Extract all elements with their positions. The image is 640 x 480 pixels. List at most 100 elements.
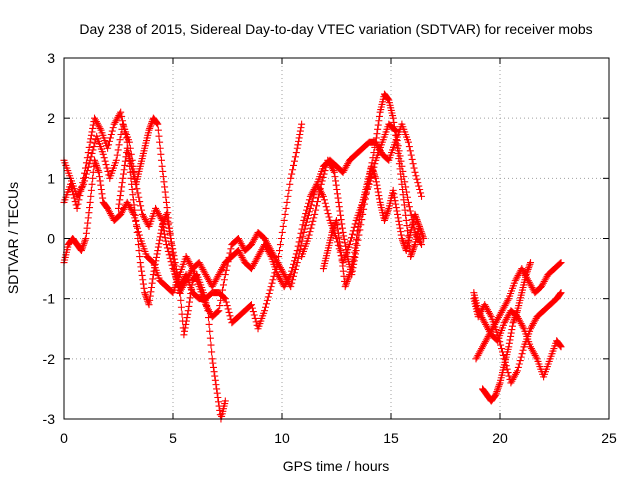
data-point <box>298 120 306 128</box>
data-point <box>355 219 363 227</box>
data-point <box>332 181 340 189</box>
data-point <box>208 355 216 363</box>
y-axis-label: SDTVAR / TECUs <box>5 182 21 294</box>
data-point <box>389 186 397 194</box>
data-point <box>138 267 146 275</box>
data-point <box>74 200 82 208</box>
data-point <box>402 211 410 219</box>
data-point <box>81 164 89 172</box>
data-point <box>380 216 388 224</box>
data-point <box>81 236 89 244</box>
data-point <box>131 214 139 222</box>
data-point <box>342 279 350 287</box>
data-point <box>177 303 185 311</box>
data-point <box>133 221 141 229</box>
data-point <box>391 197 399 205</box>
data-point <box>81 238 89 246</box>
data-point <box>410 164 418 172</box>
data-point <box>77 247 85 255</box>
data-point <box>171 265 179 273</box>
data-point <box>219 286 227 294</box>
data-point <box>498 345 506 353</box>
data-point <box>334 194 342 202</box>
data-point <box>343 277 351 285</box>
data-point <box>384 206 392 214</box>
data-point <box>147 288 155 296</box>
data-point <box>318 191 326 199</box>
data-point <box>399 186 407 194</box>
data-point <box>209 363 217 371</box>
data-point <box>89 174 97 182</box>
data-point <box>164 214 172 222</box>
data-point <box>129 196 137 204</box>
data-point <box>407 151 415 159</box>
data-point <box>146 123 154 131</box>
data-point <box>305 196 313 204</box>
data-point <box>146 292 154 300</box>
data-point <box>341 283 349 291</box>
data-point <box>419 233 427 241</box>
data-point <box>314 198 322 206</box>
x-axis-label: GPS time / hours <box>283 458 390 474</box>
data-point <box>375 117 383 125</box>
data-point <box>227 245 235 253</box>
data-point <box>92 161 100 169</box>
data-point <box>95 168 103 176</box>
data-point <box>316 185 324 193</box>
data-point <box>290 257 298 265</box>
data-point <box>153 119 161 127</box>
data-point <box>134 189 142 197</box>
data-point <box>168 245 176 253</box>
data-point <box>217 296 225 304</box>
data-point <box>337 216 345 224</box>
data-point <box>285 186 293 194</box>
data-point <box>279 222 287 230</box>
data-point <box>293 247 301 255</box>
data-point <box>156 138 164 146</box>
data-point <box>101 157 109 165</box>
data-point <box>333 190 341 198</box>
data-point <box>336 238 344 246</box>
data-point <box>84 214 92 222</box>
data-point <box>276 241 284 249</box>
data-point <box>87 135 95 143</box>
data-point <box>165 219 173 227</box>
data-point <box>139 280 147 288</box>
data-point <box>356 212 364 220</box>
data-point <box>214 308 222 316</box>
series-track-4 <box>115 114 426 297</box>
data-point <box>149 275 157 283</box>
data-point <box>343 249 351 257</box>
data-point <box>107 130 115 138</box>
data-point <box>156 144 164 152</box>
data-point <box>295 134 303 142</box>
data-point <box>356 216 364 224</box>
data-point <box>106 134 114 142</box>
series-track-3 <box>60 120 426 321</box>
data-point <box>413 216 421 224</box>
data-point <box>115 200 123 208</box>
data-point <box>214 394 222 402</box>
data-point <box>100 154 108 162</box>
data-point <box>418 229 426 237</box>
data-point <box>163 204 171 212</box>
data-point <box>119 117 127 125</box>
data-point <box>296 234 304 242</box>
data-point <box>277 235 285 242</box>
data-point <box>153 250 161 258</box>
data-point <box>346 241 354 249</box>
data-point <box>374 121 382 129</box>
data-point <box>155 240 163 248</box>
data-point <box>164 209 172 217</box>
data-point <box>381 215 389 223</box>
data-point <box>82 159 90 167</box>
data-point <box>495 334 503 342</box>
data-point <box>149 271 157 279</box>
data-point <box>556 342 564 350</box>
data-point <box>266 251 274 259</box>
data-point <box>268 279 276 287</box>
data-point <box>141 290 149 298</box>
data-point <box>130 210 138 218</box>
data-point <box>291 253 299 261</box>
data-point <box>84 219 92 227</box>
